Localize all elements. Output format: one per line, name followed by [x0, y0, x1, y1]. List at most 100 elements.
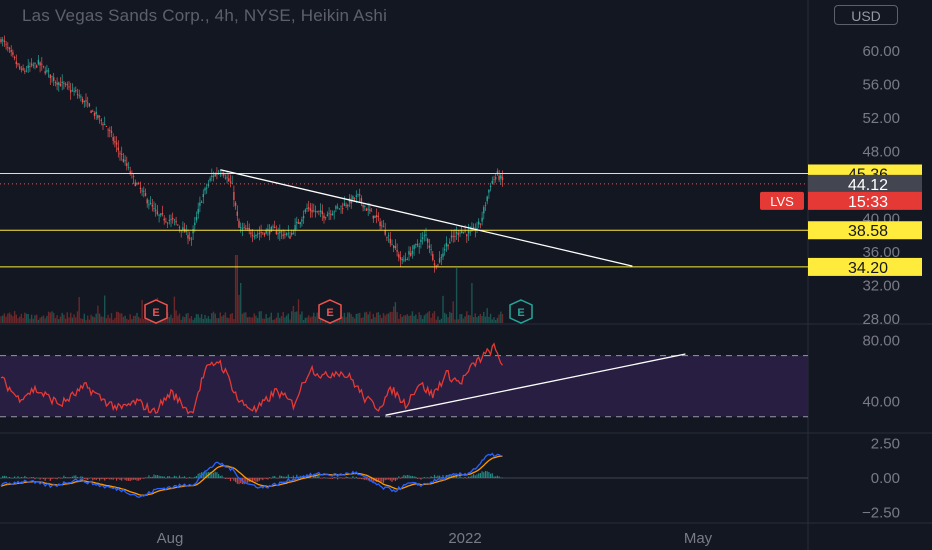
- candle-body[interactable]: [408, 251, 410, 255]
- candle-body[interactable]: [355, 195, 357, 197]
- candle-body[interactable]: [66, 84, 68, 86]
- candle-body[interactable]: [297, 222, 300, 224]
- candle-body[interactable]: [105, 125, 108, 127]
- candle-body[interactable]: [5, 43, 7, 45]
- candle-body[interactable]: [185, 229, 187, 232]
- candle-body[interactable]: [352, 196, 354, 200]
- candle-body[interactable]: [396, 250, 398, 252]
- candle-body[interactable]: [353, 198, 356, 200]
- candle-body[interactable]: [452, 235, 454, 237]
- candle-body[interactable]: [372, 215, 374, 219]
- candle-body[interactable]: [64, 83, 67, 85]
- candle-body[interactable]: [42, 65, 45, 67]
- candle-body[interactable]: [88, 103, 91, 107]
- candle-body[interactable]: [389, 238, 391, 244]
- descending-trendline[interactable]: [220, 169, 633, 267]
- candle-body[interactable]: [279, 231, 281, 234]
- candle-body[interactable]: [302, 215, 305, 219]
- candle-body[interactable]: [49, 74, 51, 79]
- candle-body[interactable]: [420, 239, 422, 243]
- candle-body[interactable]: [393, 245, 395, 248]
- candle-body[interactable]: [34, 62, 36, 64]
- candle-body[interactable]: [175, 221, 177, 223]
- candle-body[interactable]: [445, 243, 448, 247]
- candle-body[interactable]: [384, 230, 386, 235]
- macd-panel[interactable]: [0, 452, 808, 498]
- candle-body[interactable]: [238, 220, 240, 228]
- candle-body[interactable]: [404, 258, 407, 260]
- macd-line[interactable]: [0, 452, 503, 498]
- candle-body[interactable]: [122, 159, 125, 162]
- candle-body[interactable]: [187, 234, 189, 239]
- candle-body[interactable]: [143, 190, 145, 192]
- candle-body[interactable]: [343, 203, 346, 206]
- candle-body[interactable]: [87, 102, 89, 104]
- candle-body[interactable]: [484, 205, 487, 206]
- earnings-marker[interactable]: E: [318, 299, 342, 324]
- candle-body[interactable]: [377, 216, 380, 218]
- candle-body[interactable]: [109, 129, 111, 131]
- candle-body[interactable]: [308, 207, 310, 209]
- candle-body[interactable]: [10, 50, 12, 52]
- candle-body[interactable]: [233, 191, 235, 200]
- candle-body[interactable]: [224, 177, 227, 179]
- candle-body[interactable]: [454, 236, 456, 237]
- candle-body[interactable]: [435, 265, 437, 267]
- candle-body[interactable]: [496, 171, 499, 175]
- candle-body[interactable]: [263, 233, 266, 236]
- candle-body[interactable]: [204, 188, 206, 191]
- candle-body[interactable]: [447, 244, 449, 247]
- candle-body[interactable]: [282, 234, 284, 237]
- candle-body[interactable]: [489, 185, 492, 187]
- candle-body[interactable]: [336, 206, 339, 208]
- candle-body[interactable]: [275, 230, 278, 235]
- candle-body[interactable]: [3, 40, 6, 43]
- candle-body[interactable]: [425, 234, 427, 236]
- candle-body[interactable]: [25, 70, 28, 72]
- candle-body[interactable]: [24, 70, 26, 72]
- candle-body[interactable]: [338, 208, 340, 210]
- candle-body[interactable]: [313, 210, 315, 212]
- rsi-panel[interactable]: [0, 342, 808, 418]
- candle-body[interactable]: [459, 232, 461, 234]
- candle-body[interactable]: [37, 59, 40, 65]
- candle-body[interactable]: [2, 39, 4, 41]
- candle-body[interactable]: [12, 52, 14, 55]
- candle-body[interactable]: [476, 227, 478, 230]
- candle-body[interactable]: [228, 178, 230, 182]
- candle-body[interactable]: [277, 233, 279, 235]
- candle-body[interactable]: [236, 211, 238, 216]
- candle-body[interactable]: [172, 217, 174, 220]
- candle-body[interactable]: [367, 208, 369, 210]
- candle-body[interactable]: [240, 227, 242, 228]
- candle-body[interactable]: [151, 204, 153, 207]
- candle-body[interactable]: [58, 82, 60, 85]
- candle-body[interactable]: [325, 217, 327, 219]
- candle-body[interactable]: [194, 222, 196, 226]
- candle-body[interactable]: [340, 205, 342, 207]
- candle-body[interactable]: [126, 163, 128, 167]
- candle-body[interactable]: [483, 207, 485, 214]
- candle-body[interactable]: [478, 221, 480, 225]
- candle-body[interactable]: [148, 204, 150, 206]
- candle-body[interactable]: [141, 190, 143, 192]
- candle-body[interactable]: [195, 216, 198, 221]
- candle-body[interactable]: [166, 222, 169, 224]
- candle-body[interactable]: [163, 218, 165, 221]
- candle-body[interactable]: [357, 193, 359, 195]
- candle-body[interactable]: [229, 181, 232, 183]
- candle-body[interactable]: [124, 159, 126, 161]
- candle-body[interactable]: [168, 220, 170, 221]
- candle-body[interactable]: [391, 244, 393, 246]
- candle-body[interactable]: [155, 209, 157, 211]
- candle-body[interactable]: [160, 213, 162, 216]
- candle-body[interactable]: [382, 226, 385, 228]
- candle-body[interactable]: [15, 61, 17, 65]
- candle-body[interactable]: [226, 177, 228, 179]
- candle-body[interactable]: [177, 224, 179, 226]
- candle-body[interactable]: [132, 176, 135, 178]
- earnings-marker[interactable]: E: [144, 299, 168, 324]
- candle-body[interactable]: [161, 213, 164, 215]
- candle-body[interactable]: [437, 264, 439, 266]
- candle-body[interactable]: [248, 227, 250, 230]
